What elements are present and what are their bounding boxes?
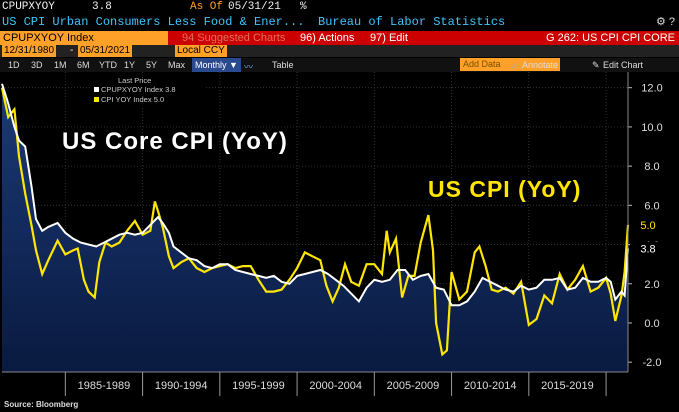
core-cpi-annotation: US Core CPI (YoY) — [62, 128, 288, 155]
currency-select[interactable]: Local CCY — [175, 45, 227, 57]
legend-swatch-cpi — [94, 97, 99, 102]
core-cpi-line — [1, 83, 629, 307]
data-source: Bureau of Labor Statistics — [318, 15, 506, 29]
legend-value-cpi: 5.0 — [153, 95, 165, 104]
y-tick-label: 8.0 — [644, 161, 659, 173]
period-1y[interactable]: 1Y — [124, 60, 136, 70]
frequency-select[interactable]: Monthly ▼ — [192, 58, 241, 72]
period-5y[interactable]: 5Y — [146, 60, 158, 70]
x-tick-label: 2010-2014 — [464, 380, 517, 392]
x-tick-label: 2005-2009 — [387, 380, 440, 392]
period-6m[interactable]: 6M — [77, 60, 90, 70]
description-row: US CPI Urban Consumers Less Food & Ener.… — [0, 14, 679, 30]
last-cpi-label: 5.0 — [640, 220, 655, 232]
series-description: US CPI Urban Consumers Less Food & Ener.… — [2, 15, 305, 29]
add-data-field[interactable]: Add Data — [460, 58, 560, 71]
x-tick-label: 1985-1989 — [78, 380, 131, 392]
y-tick-label: 2.0 — [644, 279, 659, 291]
end-date-field[interactable]: 05/31/2021 — [78, 45, 133, 57]
annotate-arrow-icon[interactable]: ⊿ — [510, 60, 518, 70]
legend-label-cpi: CPI YOY Index — [101, 95, 152, 104]
legend-item-cpi: CPI YOY Index 5.0 — [94, 95, 164, 104]
range-dash: - — [70, 45, 74, 56]
as-of-label: As Of — [190, 1, 224, 13]
window-tools: ⚙ ? — [656, 15, 675, 28]
suggested-charts-button[interactable]: 94 Suggested Charts — [182, 32, 286, 44]
settings-icon[interactable]: ⚙ — [655, 16, 666, 28]
y-tick-label: 10.0 — [641, 122, 662, 134]
y-tick-label: 6.0 — [644, 200, 659, 212]
x-tick-label: 2015-2019 — [541, 380, 594, 392]
header-row: CPUPXYOY 3.8 As Of 05/31/21 % — [0, 0, 679, 14]
y-tick-label: 0.0 — [644, 318, 659, 330]
toolbar: CPUPXYOY Index 94 Suggested Charts 96) A… — [0, 31, 679, 45]
line-chart-icon[interactable]: 〰 — [244, 62, 254, 72]
y-tick-label: -2.0 — [643, 357, 662, 369]
help-icon[interactable]: ? — [668, 16, 675, 28]
frequency-label: Monthly — [195, 60, 227, 70]
last-core-label: 3.8 — [640, 243, 655, 255]
edit-chart-button[interactable]: Edit Chart — [603, 60, 644, 70]
start-date-field[interactable]: 12/31/1980 — [2, 45, 57, 57]
edit-chart-icon[interactable]: ✎ — [592, 60, 600, 70]
legend: Last Price CPUPXYOY Index 3.8 CPI YOY In… — [90, 76, 204, 106]
cpi-yoy-line — [0, 87, 630, 357]
actions-button[interactable]: 96) Actions — [300, 32, 355, 44]
legend-label-core: CPUPXYOY Index — [101, 85, 163, 94]
percent-sign: % — [300, 1, 307, 13]
security-field[interactable]: CPUPXYOY Index — [0, 31, 168, 45]
legend-swatch-core — [94, 87, 99, 92]
legend-title: Last Price — [118, 76, 152, 85]
ticker[interactable]: CPUPXYOY — [2, 1, 55, 13]
x-tick-label: 2000-2004 — [309, 380, 362, 392]
last-value-labels: 5.0 3.8 — [630, 217, 666, 256]
edit-button[interactable]: 97) Edit — [370, 32, 408, 44]
x-tick-label: 1990-1994 — [155, 380, 208, 392]
period-3d[interactable]: 3D — [31, 60, 43, 70]
table-button[interactable]: Table — [272, 60, 294, 70]
source-footer: Source: Bloomberg — [4, 400, 79, 409]
as-of-date: 05/31/21 — [228, 1, 281, 13]
period-row: 1D 3D 1M 6M YTD 1Y 5Y Max Monthly ▼ 〰 Ta… — [0, 58, 679, 72]
y-tick-label: 12.0 — [641, 83, 662, 95]
cpi-annotation: US CPI (YoY) — [428, 176, 582, 202]
x-tick-label: 1995-1999 — [232, 380, 285, 392]
period-max[interactable]: Max — [168, 60, 186, 70]
legend-item-core: CPUPXYOY Index 3.8 — [94, 85, 176, 94]
legend-value-core: 3.8 — [165, 85, 176, 94]
current-value: 3.8 — [92, 1, 112, 13]
annotate-button[interactable]: Annotate — [522, 60, 559, 70]
period-1m[interactable]: 1M — [54, 60, 67, 70]
period-1d[interactable]: 1D — [8, 60, 20, 70]
graph-title: G 262: US CPI CPI CORE — [546, 32, 675, 44]
date-range-row: 12/31/1980 - 05/31/2021 Local CCY — [0, 45, 679, 57]
last-cpi-box — [630, 217, 666, 232]
period-ytd[interactable]: YTD — [99, 60, 117, 70]
x-axis: 1985-1989 1990-1994 1995-1999 2000-2004 2005… — [2, 371, 628, 396]
last-core-box — [630, 241, 666, 256]
core-cpi-area — [2, 83, 628, 373]
